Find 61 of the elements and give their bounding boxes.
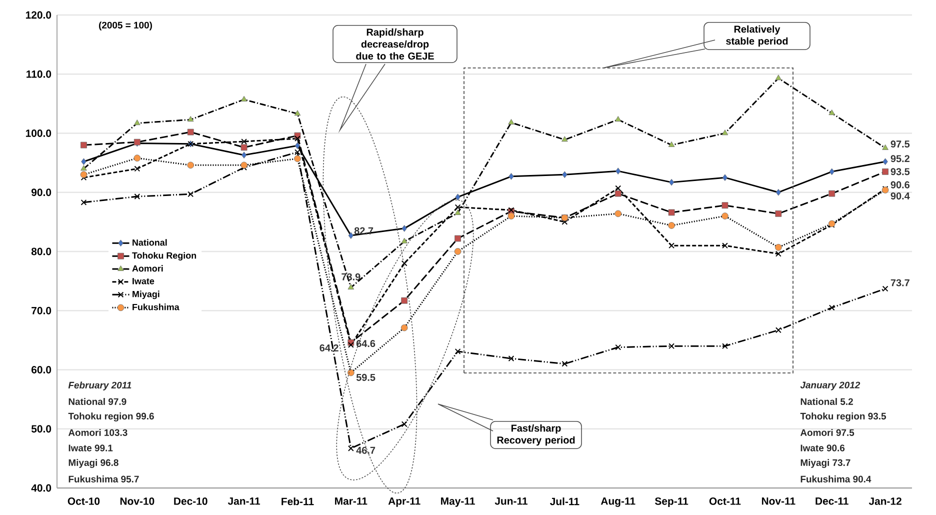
annotation: Miyagi 73.7	[800, 459, 850, 468]
data-label: 73.7	[890, 279, 910, 286]
x-tick-label: Dec-11	[816, 497, 848, 505]
data-label: 90.4	[890, 192, 910, 200]
data-label: 46.7	[356, 446, 376, 454]
y-tick-label: 80.0	[31, 248, 52, 256]
x-tick-label: Mar-11	[335, 497, 368, 505]
data-label: 59.5	[356, 374, 376, 381]
annotation: February 2011	[68, 382, 132, 390]
x-tick-label: Oct-11	[709, 497, 741, 505]
data-label: 73.9	[342, 273, 360, 280]
annotation: Aomori 97.5	[800, 429, 854, 436]
x-tick-label: Oct-10	[68, 497, 100, 505]
annotation: Aomori 103.3	[68, 429, 128, 436]
y-tick-label: 40.0	[31, 484, 52, 492]
y-tick-label: 90.0	[31, 188, 52, 196]
legend-label: Miyagi	[132, 290, 160, 300]
data-label: 95.2	[890, 155, 910, 162]
x-tick-label: Dec-10	[174, 497, 208, 505]
annotation: Fukushima 90.4	[800, 476, 872, 482]
data-label: 64.2	[320, 344, 338, 352]
annotation: National 5.2	[800, 398, 853, 405]
annotation: (2005 = 100)	[99, 22, 152, 30]
x-tick-label: Sep-11	[654, 497, 688, 507]
data-label: 64.6	[356, 340, 376, 348]
y-tick-label: 60.0	[32, 366, 52, 374]
x-tick-label: Jun-11	[494, 497, 528, 505]
x-tick-label: Nov-11	[762, 497, 796, 505]
data-label: 90.6	[890, 181, 910, 188]
annotation: Iwate 90.6	[800, 444, 845, 452]
x-tick-label: May-11	[441, 497, 475, 507]
x-tick-label: Aug-11	[600, 497, 636, 507]
annotation: Rapid/sharp decrease/drop due to the GEJE	[356, 28, 434, 60]
data-label: 97.5	[890, 140, 910, 148]
annotation: Fast/sharp Recovery period	[497, 424, 575, 446]
x-tick-label: Feb-11	[282, 497, 314, 506]
legend-label: Tohoku Region	[132, 252, 196, 260]
data-label: 82.7	[354, 227, 374, 234]
y-tick-label: 100.0	[26, 130, 52, 137]
legend-label: Iwate	[132, 278, 154, 284]
y-tick-label: 70.0	[32, 306, 52, 314]
y-tick-label: 50.0	[31, 425, 52, 433]
annotation: January 2012	[800, 382, 860, 390]
legend-label: Fukushima	[132, 304, 180, 310]
legend-label: Aomori	[132, 265, 163, 272]
x-tick-label: Nov-10	[120, 497, 154, 505]
legend-label: National	[132, 239, 167, 246]
data-label: 93.5	[890, 168, 910, 176]
annotation: Relatively stable period	[726, 25, 788, 47]
annotation: Tohoku region 99.6	[68, 412, 154, 422]
annotation: Fukushima 95.7	[68, 476, 139, 482]
y-tick-label: 110.0	[26, 70, 52, 78]
annotation: Tohoku region 93.5	[800, 412, 886, 422]
annotation: National 97.9	[68, 398, 126, 405]
x-tick-label: Jul-11	[550, 497, 580, 506]
x-tick-label: Apr-11	[388, 497, 420, 507]
annotation: Iwate 99.1	[68, 444, 113, 452]
annotation: Miyagi 96.8	[68, 459, 118, 468]
x-tick-label: Jan-11	[228, 497, 260, 505]
x-tick-label: Jan-12	[868, 497, 902, 505]
y-tick-label: 120.0	[26, 11, 52, 19]
